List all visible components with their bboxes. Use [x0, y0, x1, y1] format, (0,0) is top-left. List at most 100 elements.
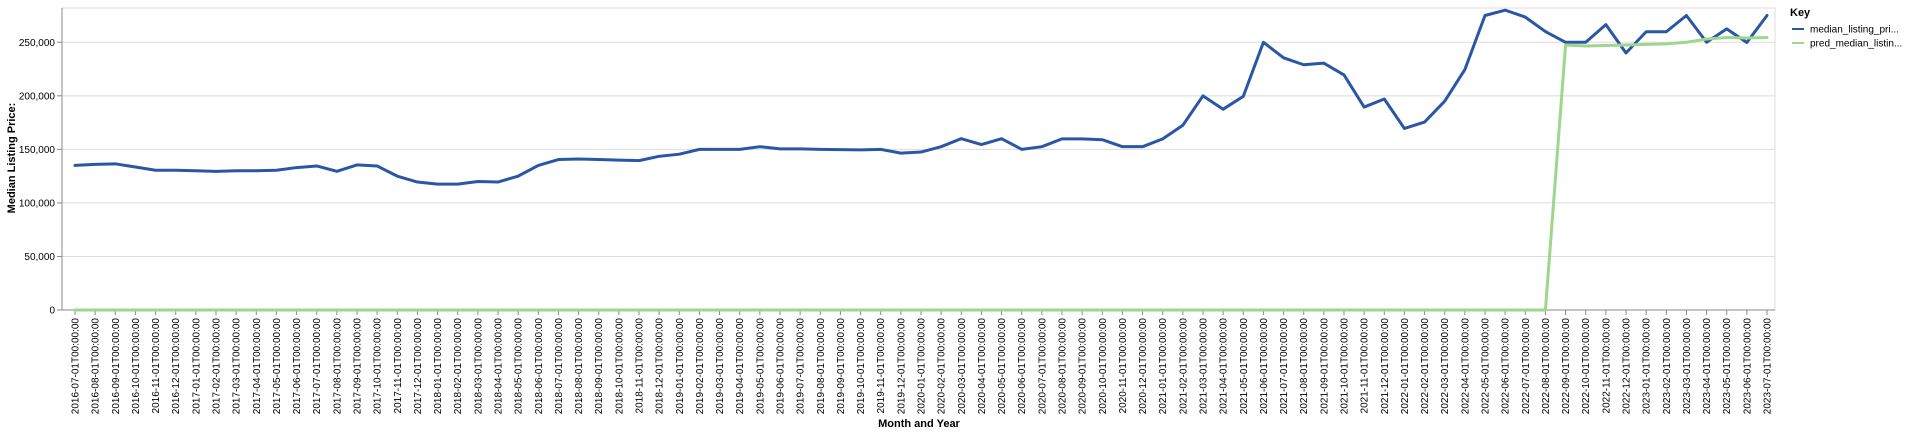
x-tick-label: 2017-03-01T00:00:00 — [232, 318, 243, 415]
x-tick-label: 2018-07-01T00:00:00 — [554, 318, 565, 415]
x-tick-label: 2022-11-01T00:00:00 — [1601, 318, 1612, 414]
y-axis: 0 50,000 100,000 150,000 200,000 250,000 — [19, 8, 63, 317]
x-tick-label: 2021-09-01T00:00:00 — [1319, 318, 1330, 415]
x-tick-label: 2023-02-01T00:00:00 — [1662, 318, 1673, 415]
y-axis-title: Median Listing Price: — [6, 103, 18, 214]
x-tick-label: 2020-02-01T00:00:00 — [937, 318, 948, 415]
x-tick-label: 2018-01-01T00:00:00 — [433, 318, 444, 415]
legend-title: Key — [1790, 7, 1811, 19]
x-tick-label: 2023-05-01T00:00:00 — [1722, 318, 1733, 415]
x-tick-label: 2022-02-01T00:00:00 — [1420, 318, 1431, 415]
x-tick-label: 2018-11-01T00:00:00 — [635, 318, 646, 414]
x-tick-label: 2017-01-01T00:00:00 — [191, 318, 202, 415]
x-tick-label: 2019-12-01T00:00:00 — [896, 318, 907, 415]
x-tick-label: 2020-07-01T00:00:00 — [1037, 318, 1048, 415]
series-line-2 — [73, 35, 1769, 312]
x-tick-label: 2019-06-01T00:00:00 — [776, 318, 787, 415]
x-tick-label: 2019-04-01T00:00:00 — [735, 318, 746, 415]
x-tick-label: 2018-09-01T00:00:00 — [594, 318, 605, 415]
x-tick-label: 2023-06-01T00:00:00 — [1742, 318, 1753, 415]
x-tick-label: 2023-03-01T00:00:00 — [1682, 318, 1693, 415]
x-tick-label: 2023-07-01T00:00:00 — [1763, 318, 1774, 415]
x-tick-label: 2020-03-01T00:00:00 — [957, 318, 968, 415]
x-tick-label: 2020-05-01T00:00:00 — [997, 318, 1008, 415]
x-tick-label: 2019-09-01T00:00:00 — [836, 318, 847, 415]
series-lines — [73, 8, 1769, 312]
legend: Key median_listing_pri... pred_median_lis… — [1790, 7, 1902, 50]
legend-label-2: pred_median_listin... — [1810, 39, 1902, 50]
gridlines — [61, 7, 1776, 311]
x-tick-label: 2019-10-01T00:00:00 — [856, 318, 867, 415]
x-tick-label: 2020-09-01T00:00:00 — [1078, 318, 1089, 415]
x-tick-label: 2021-08-01T00:00:00 — [1299, 318, 1310, 415]
y-tick-label: 50,000 — [24, 252, 55, 263]
x-tick-label: 2017-06-01T00:00:00 — [292, 318, 303, 415]
x-tick-label: 2022-03-01T00:00:00 — [1440, 318, 1451, 415]
y-tick-label: 200,000 — [19, 91, 56, 102]
x-tick-label: 2018-05-01T00:00:00 — [514, 318, 525, 415]
x-tick-label: 2021-10-01T00:00:00 — [1340, 318, 1351, 415]
x-tick-label: 2018-04-01T00:00:00 — [494, 318, 505, 415]
x-tick-label: 2018-12-01T00:00:00 — [655, 318, 666, 415]
x-tick-label: 2017-04-01T00:00:00 — [252, 318, 263, 415]
x-tick-label: 2018-08-01T00:00:00 — [574, 318, 585, 415]
x-tick-label: 2016-08-01T00:00:00 — [91, 318, 102, 415]
x-tick-label: 2022-01-01T00:00:00 — [1400, 318, 1411, 415]
x-axis-title: Month and Year — [878, 418, 960, 430]
x-tick-label: 2022-12-01T00:00:00 — [1622, 318, 1633, 415]
x-tick-label: 2022-08-01T00:00:00 — [1541, 318, 1552, 415]
legend-label-1: median_listing_pri... — [1810, 25, 1899, 36]
x-tick-label: 2021-06-01T00:00:00 — [1259, 318, 1270, 415]
y-tick-label: 250,000 — [19, 38, 56, 49]
x-tick-label: 2017-05-01T00:00:00 — [272, 318, 283, 415]
x-tick-label: 2018-06-01T00:00:00 — [534, 318, 545, 415]
x-tick-label: 2019-07-01T00:00:00 — [796, 318, 807, 415]
x-tick-label: 2021-04-01T00:00:00 — [1219, 318, 1230, 415]
x-tick-label: 2023-01-01T00:00:00 — [1642, 318, 1653, 415]
x-tick-label: 2022-10-01T00:00:00 — [1581, 318, 1592, 415]
x-tick-label: 2017-09-01T00:00:00 — [353, 318, 364, 415]
x-tick-label: 2017-02-01T00:00:00 — [212, 318, 223, 415]
x-tick-label: 2017-07-01T00:00:00 — [312, 318, 323, 415]
x-tick-label: 2020-08-01T00:00:00 — [1058, 318, 1069, 415]
x-tick-label: 2017-12-01T00:00:00 — [413, 318, 424, 415]
x-tick-label: 2020-12-01T00:00:00 — [1138, 318, 1149, 415]
x-tick-label: 2017-11-01T00:00:00 — [393, 318, 404, 414]
y-tick-label: 150,000 — [19, 145, 56, 156]
x-tick-label: 2016-09-01T00:00:00 — [111, 318, 122, 415]
x-tick-label: 2023-04-01T00:00:00 — [1702, 318, 1713, 415]
x-tick-label: 2016-12-01T00:00:00 — [171, 318, 182, 415]
x-tick-label: 2021-01-01T00:00:00 — [1158, 318, 1169, 415]
x-tick-label: 2018-10-01T00:00:00 — [614, 318, 625, 415]
x-tick-label: 2020-01-01T00:00:00 — [917, 318, 928, 415]
x-tick-label: 2022-07-01T00:00:00 — [1521, 318, 1532, 415]
x-tick-label: 2022-06-01T00:00:00 — [1501, 318, 1512, 415]
x-tick-label: 2017-08-01T00:00:00 — [332, 318, 343, 415]
x-tick-label: 2019-01-01T00:00:00 — [675, 318, 686, 415]
x-axis: 2016-07-01T00:00:00 2016-08-01T00:00:00 20… — [62, 309, 1775, 415]
x-tick-label: 2019-05-01T00:00:00 — [755, 318, 766, 415]
x-tick-label: 2019-02-01T00:00:00 — [695, 318, 706, 415]
x-tick-label: 2021-03-01T00:00:00 — [1199, 318, 1210, 415]
x-tick-label: 2016-11-01T00:00:00 — [151, 318, 162, 414]
x-tick-label: 2019-11-01T00:00:00 — [876, 318, 887, 414]
series-line-1 — [73, 8, 1769, 186]
y-tick-label: 100,000 — [19, 198, 56, 209]
x-tick-label: 2020-10-01T00:00:00 — [1098, 318, 1109, 415]
x-tick-label: 2020-06-01T00:00:00 — [1017, 318, 1028, 415]
x-tick-label: 2021-07-01T00:00:00 — [1279, 318, 1290, 415]
x-tick-label: 2021-05-01T00:00:00 — [1239, 318, 1250, 415]
x-tick-label: 2017-10-01T00:00:00 — [373, 318, 384, 415]
x-tick-label: 2022-05-01T00:00:00 — [1481, 318, 1492, 415]
plot-frame — [61, 7, 1776, 311]
x-tick-label: 2020-04-01T00:00:00 — [977, 318, 988, 415]
x-tick-label: 2019-08-01T00:00:00 — [816, 318, 827, 415]
x-tick-label: 2016-07-01T00:00:00 — [71, 318, 82, 415]
x-tick-label: 2021-12-01T00:00:00 — [1380, 318, 1391, 415]
x-tick-label: 2018-02-01T00:00:00 — [453, 318, 464, 415]
y-tick-label: 0 — [49, 306, 55, 317]
x-tick-label: 2021-02-01T00:00:00 — [1178, 318, 1189, 415]
x-tick-label: 2020-11-01T00:00:00 — [1118, 318, 1129, 414]
